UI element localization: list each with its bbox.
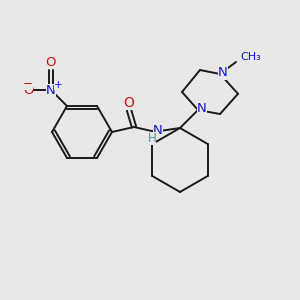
Text: N: N xyxy=(218,67,228,80)
Text: O: O xyxy=(124,96,134,110)
Text: +: + xyxy=(54,80,62,90)
Text: N: N xyxy=(153,124,163,136)
Text: −: − xyxy=(23,76,33,89)
Text: N: N xyxy=(46,83,56,97)
Text: CH₃: CH₃ xyxy=(240,52,261,62)
Text: H: H xyxy=(148,131,156,145)
Text: O: O xyxy=(23,83,33,97)
Text: O: O xyxy=(46,56,56,68)
Text: N: N xyxy=(197,101,207,115)
